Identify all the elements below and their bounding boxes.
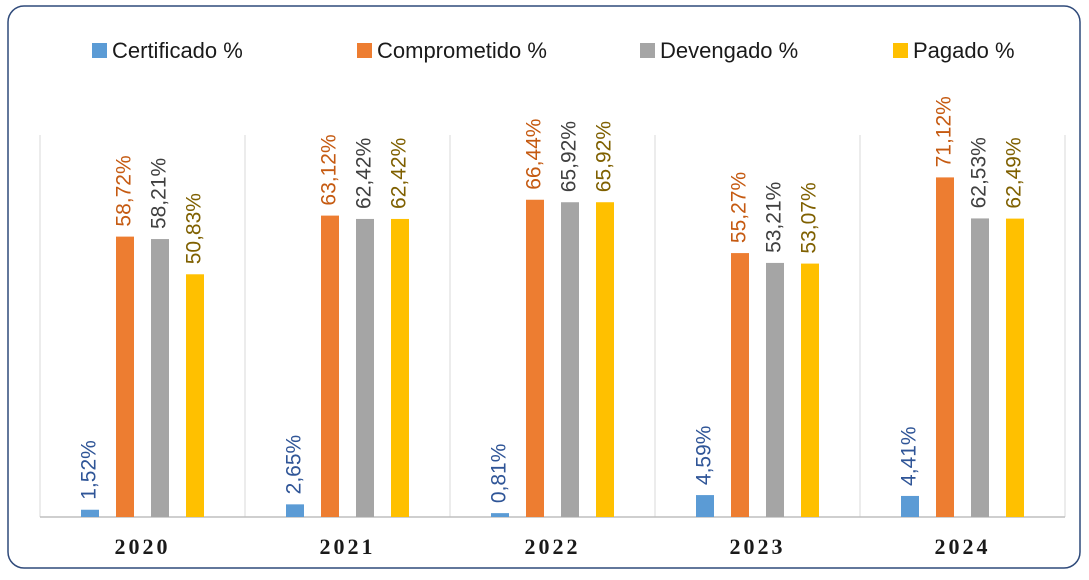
value-label: 4,59%	[693, 426, 716, 486]
legend-swatch	[893, 43, 908, 58]
value-label: 66,44%	[523, 119, 546, 190]
value-label: 71,12%	[933, 96, 956, 167]
legend-swatch	[640, 43, 655, 58]
bar	[901, 495, 919, 517]
bar	[596, 202, 614, 517]
value-label: 58,72%	[113, 155, 136, 226]
value-label: 62,42%	[388, 138, 411, 209]
x-tick-label: 2024	[935, 534, 991, 559]
value-label: 50,83%	[183, 193, 206, 264]
value-label: 2,65%	[283, 435, 306, 495]
bar	[321, 215, 339, 518]
value-label: 0,81%	[488, 444, 511, 504]
bar	[116, 236, 134, 517]
bar	[526, 199, 544, 517]
value-label: 62,42%	[353, 138, 376, 209]
bar	[731, 253, 749, 517]
legend-label: Pagado %	[913, 38, 1015, 63]
bar	[801, 263, 819, 517]
value-label: 53,21%	[763, 182, 786, 253]
bar	[81, 509, 99, 517]
value-label: 55,27%	[728, 172, 751, 243]
legend-swatch	[357, 43, 372, 58]
value-label: 65,92%	[593, 121, 616, 192]
bar	[356, 218, 374, 517]
bar	[696, 495, 714, 517]
value-label: 1,52%	[78, 440, 101, 500]
value-label: 62,53%	[968, 137, 991, 208]
x-tick-label: 2021	[320, 534, 376, 559]
x-tick-label: 2020	[115, 534, 171, 559]
bar	[491, 513, 509, 517]
value-label: 62,49%	[1003, 137, 1026, 208]
legend-label: Certificado %	[112, 38, 243, 63]
bar	[936, 177, 954, 518]
legend-swatch	[92, 43, 107, 58]
bar	[1006, 218, 1024, 518]
value-label: 4,41%	[898, 426, 921, 486]
value-label: 63,12%	[318, 134, 341, 205]
bar	[561, 202, 579, 517]
value-label: 58,21%	[148, 158, 171, 229]
legend-label: Comprometido %	[377, 38, 547, 63]
bar	[971, 218, 989, 517]
x-tick-label: 2022	[525, 534, 581, 559]
bar	[391, 218, 409, 517]
bar	[151, 239, 169, 518]
bar	[766, 262, 784, 517]
bar	[286, 504, 304, 517]
value-label: 53,07%	[798, 182, 821, 253]
legend-label: Devengado %	[660, 38, 798, 63]
x-tick-label: 2023	[730, 534, 786, 559]
bar	[186, 274, 204, 517]
value-label: 65,92%	[558, 121, 581, 192]
